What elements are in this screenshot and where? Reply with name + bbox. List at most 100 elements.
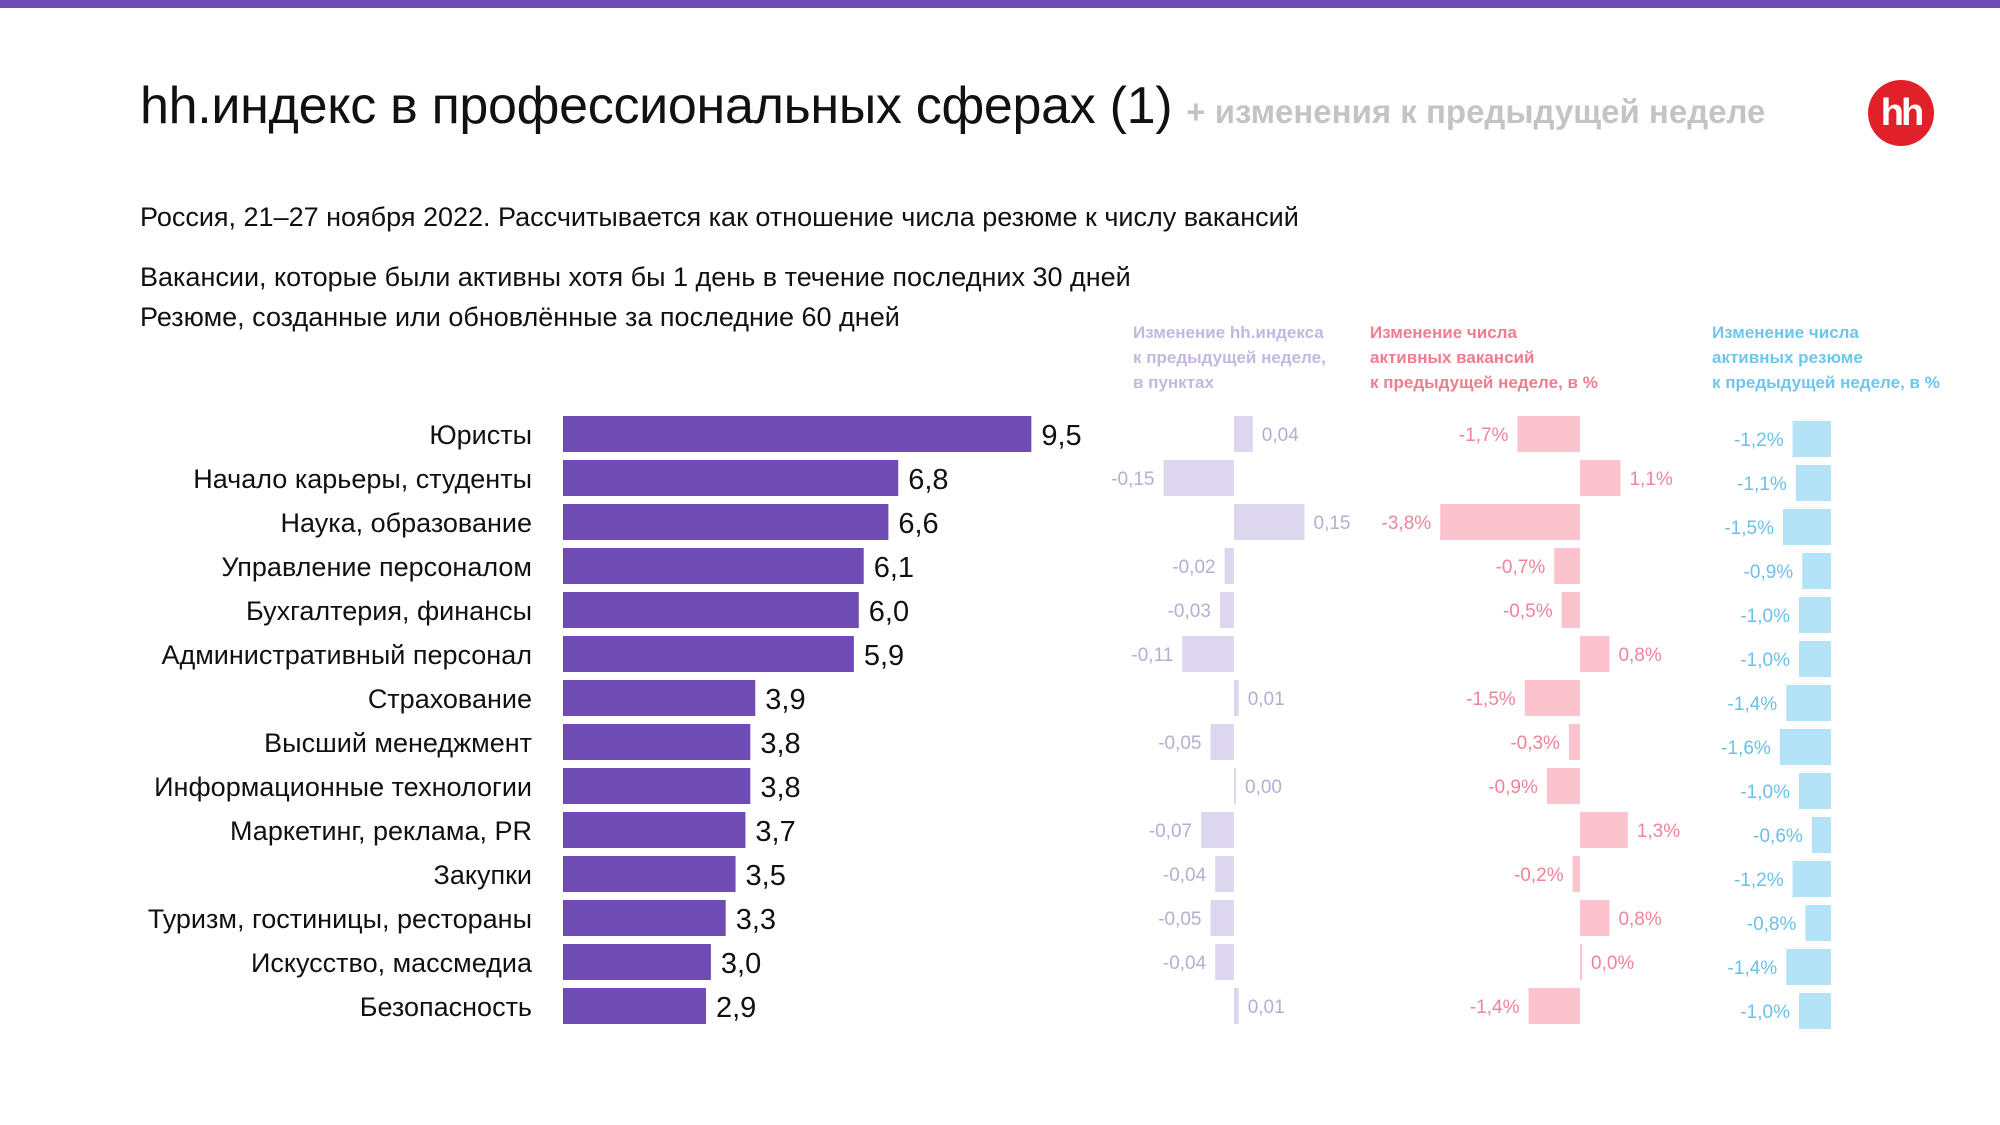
resumes-change-label: -1,0% [1740,606,1790,627]
resumes-change-bar [1786,949,1831,985]
hh-index-value-label: 6,8 [908,464,948,496]
index-change-label: 0,15 [1314,513,1351,534]
resumes-change-label: -1,6% [1721,738,1771,759]
resumes-change-label: -1,4% [1728,694,1778,715]
category-label: Туризм, гостиницы, рестораны [148,904,532,934]
resumes-change-label: -0,8% [1747,914,1797,935]
vacancies-change-label: -0,2% [1514,865,1564,886]
vacancies-change-label: 0,8% [1618,645,1661,666]
index-change-bar [1219,592,1234,628]
subtitle-line-1: Россия, 21–27 ноября 2022. Рассчитываетс… [140,202,1299,232]
resumes-change-bar [1799,993,1831,1029]
index-change-bar [1234,680,1239,716]
hh-index-bar [563,548,864,584]
index-change-label: -0,11 [1131,645,1173,666]
category-label: Страхование [368,684,532,714]
resumes-change-bar [1799,641,1831,677]
hh-index-value-label: 3,3 [736,904,776,936]
category-label: Бухгалтерия, финансы [246,596,532,626]
vacancies-change-bar [1517,416,1580,452]
vacancies-change-label: -0,5% [1503,601,1553,622]
vacancies-change-bar [1580,900,1610,936]
resumes-change-bar [1805,905,1831,941]
resumes-change-bar [1792,861,1831,897]
hh-index-bar [563,856,736,892]
resumes-change-header: Изменение числа активных резюме к предыд… [1712,323,1940,392]
hh-index-bar [563,680,756,716]
category-label: Искусство, массмедиа [251,948,533,978]
hh-index-bar [563,988,706,1024]
index-change-bar [1163,460,1234,496]
index-change-bar [1224,548,1234,584]
index-change-label: 0,01 [1248,997,1285,1018]
vacancies-change-label: 0,8% [1618,909,1661,930]
resumes-change-label: -1,5% [1724,518,1774,539]
vacancies-change-bar [1561,592,1580,628]
hh-index-value-label: 9,5 [1041,420,1081,452]
hh-index-value-label: 3,8 [760,772,800,804]
index-change-header: Изменение hh.индекса к предыдущей неделе… [1133,323,1326,392]
index-change-bar [1215,856,1234,892]
top-accent-strip [0,0,2000,8]
index-change-bar [1210,900,1234,936]
resumes-change-label: -1,0% [1740,650,1790,671]
resumes-change-label: -1,2% [1734,430,1784,451]
resumes-change-label: -1,1% [1737,474,1787,495]
subtitle-line-3: Резюме, созданные или обновлённые за пос… [140,302,900,332]
category-label: Безопасность [360,992,532,1022]
index-change-bar [1234,416,1253,452]
category-label: Информационные технологии [154,772,532,802]
index-change-label: -0,05 [1158,733,1201,754]
vacancies-change-bar [1546,768,1580,804]
index-change-label: -0,04 [1163,865,1207,886]
page-title: hh.индекс в профессиональных сферах (1) [140,77,1173,135]
vacancies-change-label: -1,5% [1466,689,1516,710]
hh-index-value-label: 3,7 [755,816,795,848]
resumes-change-label: -1,0% [1740,1002,1790,1023]
vacancies-change-bar [1528,988,1580,1024]
category-label: Маркетинг, реклама, PR [230,816,532,846]
index-change-bar [1234,504,1305,540]
index-change-label: -0,04 [1163,953,1207,974]
hh-index-chart: Юристы 9,5 0,04 -1,7% -1,2% Начало карьеры, с… [148,416,1831,1029]
resumes-change-label: -0,9% [1744,562,1794,583]
category-label: Наука, образование [280,508,532,538]
hh-index-bar [563,636,854,672]
hh-index-value-label: 6,0 [869,596,909,628]
hh-logo: hh [1868,80,1934,146]
index-change-bar [1201,812,1234,848]
resumes-change-label: -0,6% [1753,826,1803,847]
vacancies-change-label: -0,9% [1488,777,1538,798]
title-row: hh.индекс в профессиональных сферах (1) … [140,76,1765,136]
vacancies-change-bar [1580,944,1582,980]
vacancies-change-bar [1580,460,1621,496]
resumes-change-bar [1802,553,1831,589]
vacancies-change-label: -3,8% [1382,513,1432,534]
resumes-change-bar [1795,465,1831,501]
hh-index-bar [563,416,1032,452]
index-change-bar [1234,988,1239,1024]
hh-index-bar [563,812,746,848]
index-change-bar [1215,944,1234,980]
index-change-bar [1234,768,1236,804]
vacancies-change-bar [1554,548,1580,584]
index-change-label: 0,00 [1245,777,1282,798]
hh-index-bar [563,504,889,540]
resumes-change-bar [1799,597,1831,633]
hh-index-value-label: 2,9 [716,992,756,1024]
hh-index-value-label: 6,1 [874,552,914,584]
resumes-change-bar [1799,773,1831,809]
hh-index-bar [563,724,751,760]
vacancies-change-label: -1,7% [1459,425,1509,446]
index-change-label: 0,04 [1262,425,1299,446]
hh-index-value-label: 5,9 [864,640,904,672]
hh-index-bar [563,944,711,980]
vacancies-change-bar [1580,812,1628,848]
resumes-change-label: -1,2% [1734,870,1784,891]
category-label: Административный персонал [161,640,532,670]
index-change-label: -0,03 [1168,601,1211,622]
vacancies-change-bar [1580,636,1610,672]
index-change-label: -0,15 [1111,469,1154,490]
hh-index-value-label: 6,6 [898,508,938,540]
index-change-label: -0,02 [1172,557,1215,578]
